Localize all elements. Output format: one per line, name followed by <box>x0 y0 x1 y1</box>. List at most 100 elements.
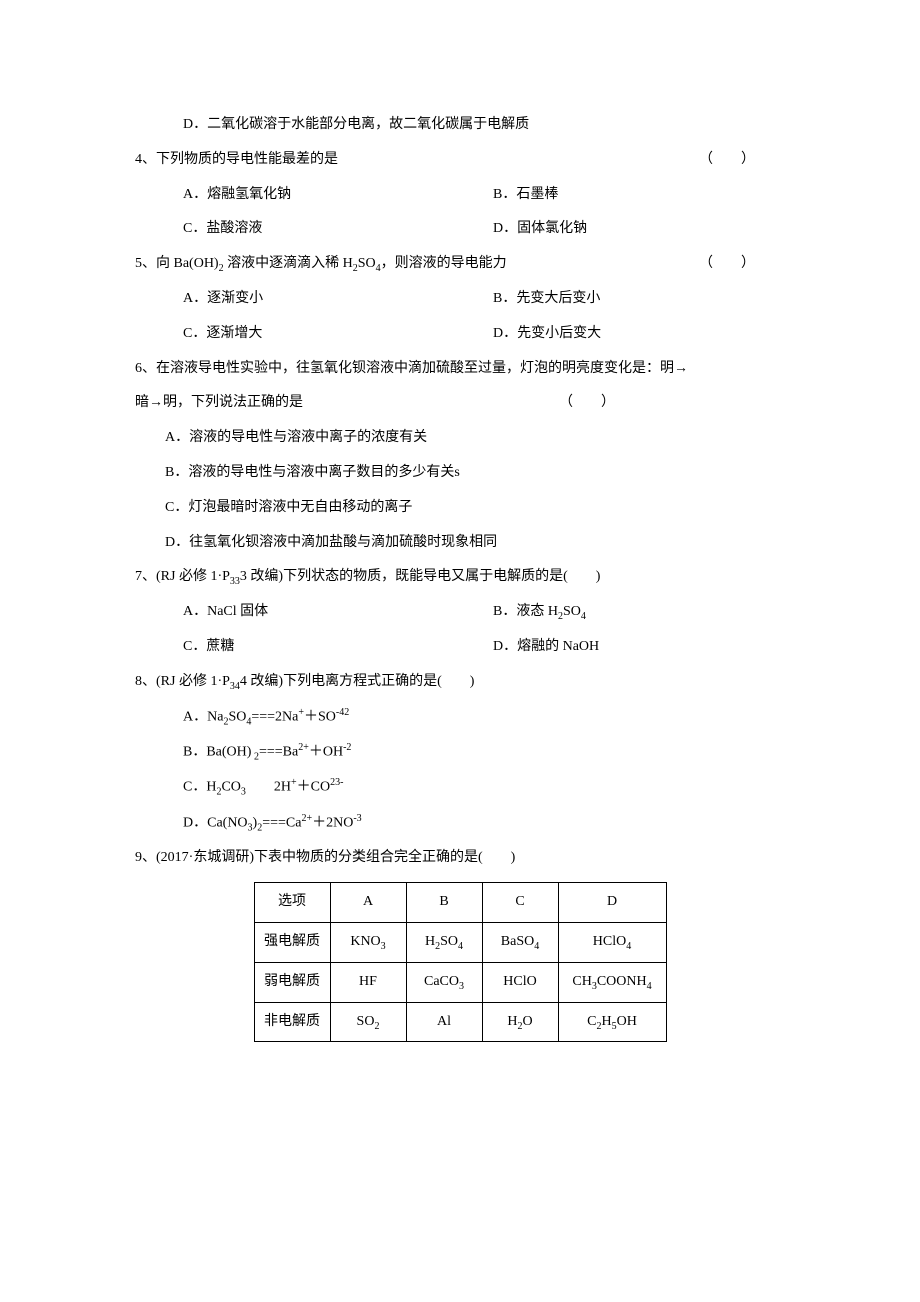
q8a-5: ＋SO <box>304 709 336 724</box>
q7-row2: C．蔗糖 D．熔融的 NaOH <box>135 632 785 663</box>
q4-opt-b: B．石墨棒 <box>493 180 785 211</box>
q8b-2: === <box>259 745 283 760</box>
q5-row2: C．逐渐增大 D．先变小后变大 <box>135 319 785 350</box>
q8b-4: ＋OH <box>309 745 343 760</box>
q6-opt-a: A．溶液的导电性与溶液中离子的浓度有关 <box>135 423 785 454</box>
q7-stem: 7、(RJ 必修 1·P333 改编)下列状态的物质，既能导电又属于电解质的是(… <box>135 569 600 584</box>
q8a-sup2: -42 <box>336 707 349 718</box>
r2-d: CH3COONH4 <box>558 962 666 1002</box>
q5-paren: （ ） <box>699 249 755 280</box>
th-opt: 选项 <box>254 883 330 923</box>
q8c-4: ＋CO <box>297 780 330 795</box>
q9-table: 选项 A B C D 强电解质 KNO3 H2SO4 BaSO4 HClO4 弱… <box>254 882 667 1042</box>
r1-label: 强电解质 <box>254 922 330 962</box>
q6-stem1: 6、在溶液导电性实验中，往氢氧化钡溶液中滴加硫酸至过量，灯泡的明亮度变化是：明→ <box>135 361 688 376</box>
q8b-sup2: -2 <box>343 742 351 753</box>
q6-stem-line1: 6、在溶液导电性实验中，往氢氧化钡溶液中滴加硫酸至过量，灯泡的明亮度变化是：明→ <box>135 354 785 385</box>
r3-d: C2H5OH <box>558 1002 666 1042</box>
q4-opt-c: C．盐酸溶液 <box>183 214 493 245</box>
q8d-3: === <box>262 816 286 831</box>
q8-sub-34: 34 <box>230 681 240 692</box>
q4-paren: （ ） <box>699 145 755 176</box>
q6-opt-b: B．溶液的导电性与溶液中离子数目的多少有关s <box>135 458 785 489</box>
r2-b: CaCO3 <box>406 962 482 1002</box>
q5-opt-a: A．逐渐变小 <box>183 284 493 315</box>
q4-row1: A．熔融氢氧化钠 B．石墨棒 <box>135 180 785 211</box>
q8-stem-p1: 8、(RJ 必修 1·P <box>135 674 230 689</box>
q9-stem: 9、(2017·东城调研)下表中物质的分类组合完全正确的是( ) <box>135 850 515 865</box>
q3-opt-d-text: D．二氧化碳溶于水能部分电离，故二氧化碳属于电解质 <box>183 117 529 132</box>
q5-row1: A．逐渐变小 B．先变大后变小 <box>135 284 785 315</box>
q6-opt-d: D．往氢氧化钡溶液中滴加盐酸与滴加硫酸时现象相同 <box>135 528 785 559</box>
r1-c: BaSO4 <box>482 922 558 962</box>
q8b-sup1: 2+ <box>298 742 309 753</box>
q7-stem-line: 7、(RJ 必修 1·P333 改编)下列状态的物质，既能导电又属于电解质的是(… <box>135 562 785 593</box>
q4-stem: 4、下列物质的导电性能最差的是 <box>135 152 338 167</box>
q7-sub-4: 4 <box>581 611 586 622</box>
q8c-sup2: 23- <box>330 777 343 788</box>
q6-stem-line2: 暗→明，下列说法正确的是 （ ） <box>135 388 785 419</box>
q5-stem-p3: SO <box>358 256 376 271</box>
q4-opt-a: A．熔融氢氧化钠 <box>183 180 493 211</box>
q8-stem: 8、(RJ 必修 1·P344 改编)下列电离方程式正确的是( ) <box>135 674 474 689</box>
q6-stem2: 暗→明，下列说法正确的是 <box>135 395 303 410</box>
q8b-1: B．Ba(OH) <box>183 745 251 760</box>
q7-stem-p1: 7、(RJ 必修 1·P <box>135 569 230 584</box>
r3-c: H2O <box>482 1002 558 1042</box>
q7-opt-d: D．熔融的 NaOH <box>493 632 785 663</box>
r2-label: 弱电解质 <box>254 962 330 1002</box>
q6-paren: （ ） <box>559 388 615 419</box>
r1-d: HClO4 <box>558 922 666 962</box>
q8c-2: CO <box>221 780 240 795</box>
r2-c: HClO <box>482 962 558 1002</box>
q8d-1: D．Ca(NO <box>183 816 248 831</box>
q5-opt-d: D．先变小后变大 <box>493 319 785 350</box>
q8a-1: A．Na <box>183 709 223 724</box>
th-a: A <box>330 883 406 923</box>
q7-opt-c: C．蔗糖 <box>183 632 493 663</box>
q8d-sup1: 2+ <box>301 813 312 824</box>
q7-stem-p2: 3 改编)下列状态的物质，既能导电又属于电解质的是( ) <box>240 569 601 584</box>
q8b-3: Ba <box>283 745 299 760</box>
q7-sub-33: 33 <box>230 576 240 587</box>
r1-a: KNO3 <box>330 922 406 962</box>
q7-opt-b-p1: B．液态 H <box>493 604 558 619</box>
r3-a: SO2 <box>330 1002 406 1042</box>
q8c-1: C．H <box>183 780 216 795</box>
table-row: 非电解质 SO2 Al H2O C2H5OH <box>254 1002 666 1042</box>
q8d-4: Ca <box>286 816 302 831</box>
q8a-2: SO <box>228 709 246 724</box>
q4-opt-d: D．固体氯化钠 <box>493 214 785 245</box>
q8-opt-b: B．Ba(OH) 2===Ba2+＋OH-2 <box>135 737 785 768</box>
q5-opt-b: B．先变大后变小 <box>493 284 785 315</box>
table-row: 弱电解质 HF CaCO3 HClO CH3COONH4 <box>254 962 666 1002</box>
q7-opt-b: B．液态 H2SO4 <box>493 597 785 628</box>
table-row: 强电解质 KNO3 H2SO4 BaSO4 HClO4 <box>254 922 666 962</box>
q7-opt-a: A．NaCl 固体 <box>183 597 493 628</box>
q3-opt-d: D．二氧化碳溶于水能部分电离，故二氧化碳属于电解质 <box>135 110 785 141</box>
q8a-3: === <box>251 709 275 724</box>
q8c-3: 2H <box>246 780 291 795</box>
q5-stem-p2: 溶液中逐滴滴入稀 H <box>224 256 353 271</box>
q8-stem-p2: 4 改编)下列电离方程式正确的是( ) <box>240 674 475 689</box>
q8b-s1: 2 <box>251 751 259 762</box>
q8-opt-c: C．H2CO3 2H+＋CO23- <box>135 772 785 803</box>
r2-a: HF <box>330 962 406 1002</box>
q5-opt-c: C．逐渐增大 <box>183 319 493 350</box>
table-header-row: 选项 A B C D <box>254 883 666 923</box>
th-c: C <box>482 883 558 923</box>
th-b: B <box>406 883 482 923</box>
q4-stem-line: 4、下列物质的导电性能最差的是 （ ） <box>135 145 785 176</box>
r1-b: H2SO4 <box>406 922 482 962</box>
th-d: D <box>558 883 666 923</box>
q8d-sup2: -3 <box>353 813 361 824</box>
r3-label: 非电解质 <box>254 1002 330 1042</box>
q7-opt-b-p2: SO <box>563 604 581 619</box>
q4-row2: C．盐酸溶液 D．固体氯化钠 <box>135 214 785 245</box>
r3-b: Al <box>406 1002 482 1042</box>
q5-stem-p1: 5、向 Ba(OH) <box>135 256 219 271</box>
q8-opt-a: A．Na2SO4===2Na+＋SO-42 <box>135 702 785 733</box>
q8d-5: ＋2NO <box>312 816 353 831</box>
q5-stem-line: 5、向 Ba(OH)2 溶液中逐滴滴入稀 H2SO4，则溶液的导电能力 （ ） <box>135 249 785 280</box>
q5-stem: 5、向 Ba(OH)2 溶液中逐滴滴入稀 H2SO4，则溶液的导电能力 <box>135 256 507 271</box>
